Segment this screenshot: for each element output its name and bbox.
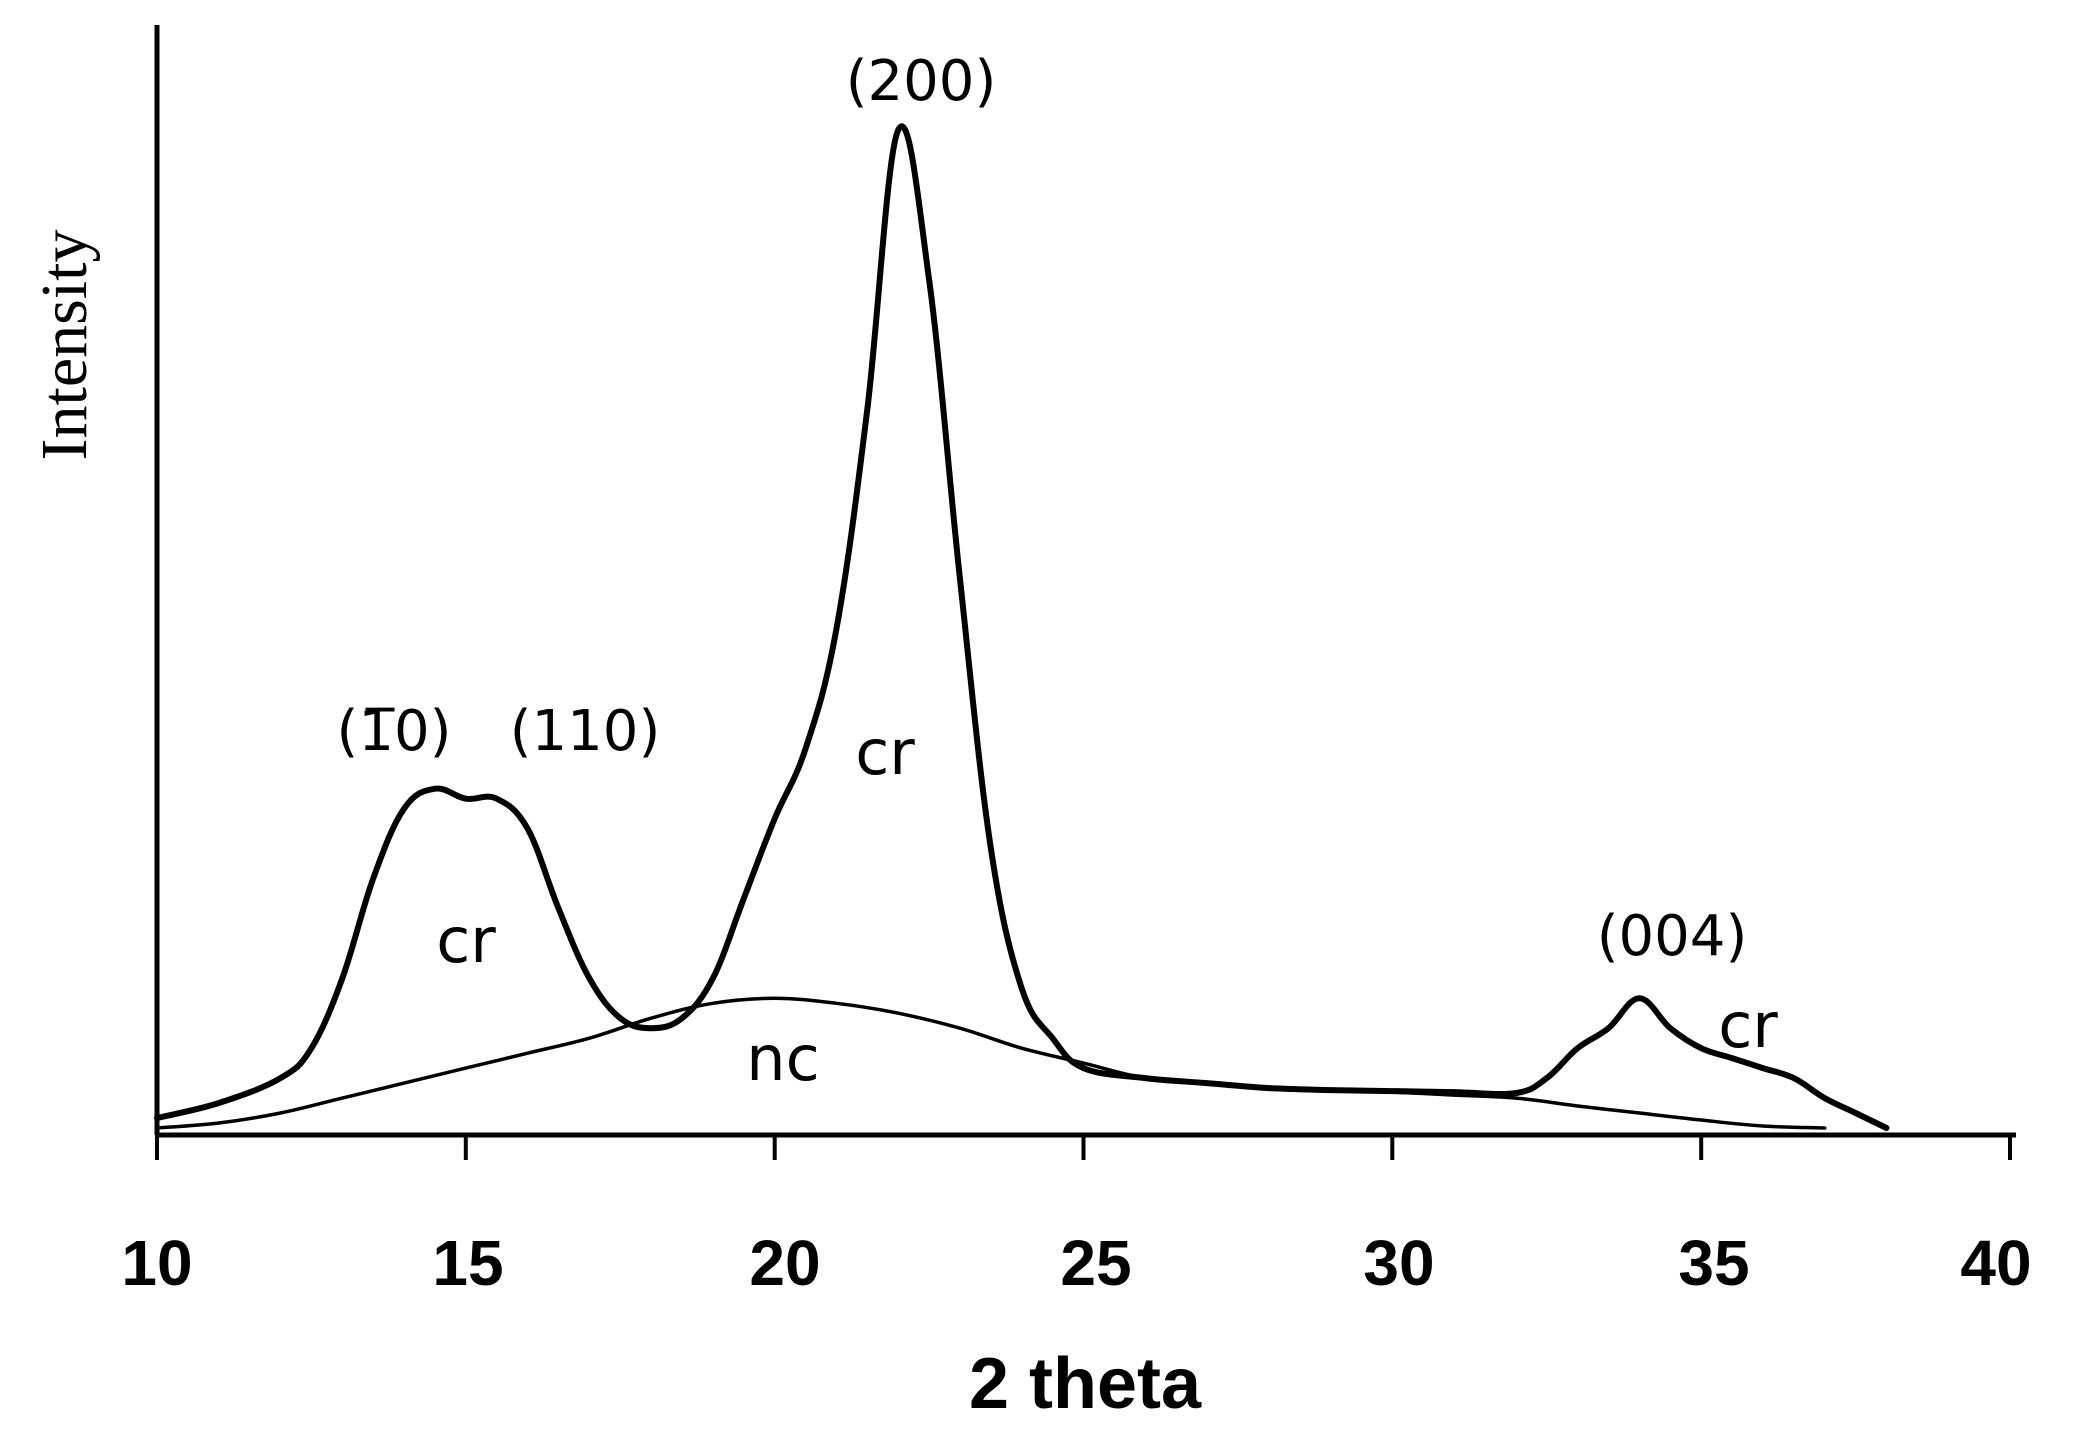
x-tick-label-15: 15 bbox=[432, 1227, 503, 1299]
y-axis-title: Intensity bbox=[28, 230, 101, 461]
annotation-200: (200) bbox=[846, 49, 997, 114]
x-tick-label-35: 35 bbox=[1678, 1227, 1749, 1299]
x-axis-title: 2 theta bbox=[969, 1344, 1202, 1424]
noncrystalline-fit-line bbox=[155, 996, 1827, 1130]
region-label-cr-1: cr bbox=[436, 904, 496, 977]
annotation-004: (004) bbox=[1597, 904, 1748, 969]
total-pattern-line bbox=[154, 123, 1890, 1131]
x-tick-label-25: 25 bbox=[1060, 1227, 1131, 1299]
x-tick-marks bbox=[155, 1135, 2012, 1160]
x-tick-label-30: 30 bbox=[1363, 1227, 1434, 1299]
annotation-110: (110) bbox=[510, 699, 661, 764]
region-label-nc: nc bbox=[746, 1022, 819, 1095]
x-tick-label-40: 40 bbox=[1960, 1227, 2031, 1299]
region-label-cr-3: cr bbox=[1718, 989, 1778, 1062]
x-tick-label-10: 10 bbox=[121, 1227, 192, 1299]
region-label-cr-2: cr bbox=[855, 716, 915, 789]
x-tick-label-20: 20 bbox=[749, 1227, 820, 1299]
annotation-1-10: (1̅0) bbox=[337, 699, 452, 764]
